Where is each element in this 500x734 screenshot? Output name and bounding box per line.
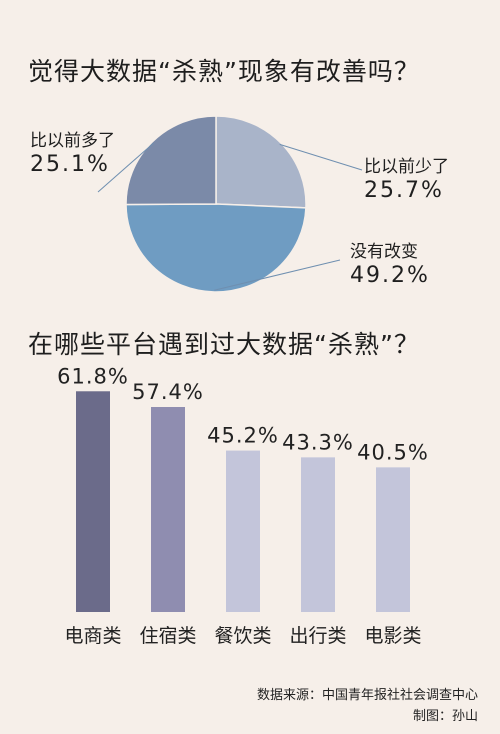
bar-category-label: 餐饮类: [214, 625, 271, 647]
pie-label-less: 比以前少了 25.7%: [364, 152, 449, 203]
data-source: 数据来源：中国青年报社社会调查中心: [256, 688, 478, 703]
bar-category-label: 电影类: [364, 625, 421, 647]
bar-value-label: 43.3%: [282, 430, 354, 454]
bar-chart: 61.8% 电商类 57.4% 住宿类 45.2% 餐饮类 43.3% 出行类 40.5% 电影类: [57, 364, 429, 647]
pie-slice-same: [125, 203, 307, 293]
pie-label-more-value: 25.1%: [30, 152, 110, 177]
bar-3: [226, 450, 260, 612]
pie-leader-same: [214, 259, 341, 291]
pie-label-less-value: 25.7%: [364, 178, 444, 203]
bar-category-label: 出行类: [289, 625, 346, 647]
pie-leader-less: [279, 143, 363, 171]
bar-category-label: 电商类: [64, 625, 121, 647]
bar-value-label: 61.8%: [57, 364, 129, 388]
pie-label-same-value: 49.2%: [350, 263, 430, 288]
bar-1: [76, 391, 110, 612]
pie-chart: [97, 115, 363, 293]
bar-value-label: 45.2%: [207, 424, 279, 448]
bar-5: [376, 467, 410, 612]
pie-slice-more: [125, 115, 217, 206]
bar-2: [151, 407, 185, 612]
pie-label-same: 没有改变 49.2%: [350, 237, 430, 288]
pie-label-more: 比以前多了 25.1%: [30, 126, 115, 177]
bar-4: [301, 457, 335, 612]
bar-value-label: 57.4%: [132, 380, 204, 404]
pie-label-more-text: 比以前多了: [30, 131, 115, 151]
pie-label-same-text: 没有改变: [350, 242, 418, 262]
chart-credit: 制图：孙山: [412, 709, 478, 724]
pie-leader-more: [97, 142, 154, 193]
bar-category-label: 住宿类: [139, 625, 196, 647]
pie-slice-less: [215, 115, 307, 209]
pie-label-less-text: 比以前少了: [364, 157, 449, 177]
bar-chart-title: 在哪些平台遇到过大数据“杀熟”？: [28, 330, 420, 359]
pie-chart-title: 觉得大数据“杀熟”现象有改善吗？: [28, 57, 420, 86]
bar-value-label: 40.5%: [357, 440, 429, 464]
